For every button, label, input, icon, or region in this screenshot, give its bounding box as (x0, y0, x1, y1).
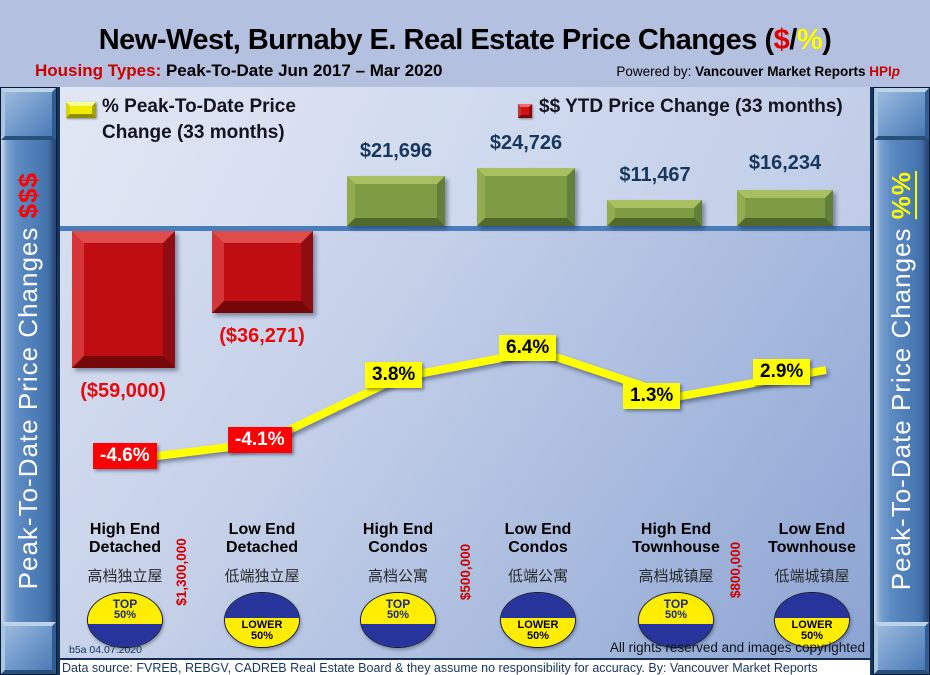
percent-point-label: -4.1% (228, 427, 292, 453)
percent-point-label: 6.4% (499, 335, 557, 361)
left-sidebar-corner-bottom (1, 622, 56, 674)
legend-percent-line1: % Peak-To-Date Price (102, 96, 296, 117)
category-label: High End Townhouse (632, 521, 720, 557)
category-label: Low End Townhouse (768, 521, 856, 557)
plot-area: % Peak-To-Date Price Change (33 months) $… (57, 87, 873, 675)
bar-value-label: ($36,271) (219, 325, 305, 347)
legend-percent-line2: Change (33 months) (102, 121, 285, 143)
badge-line1: TOP (112, 596, 138, 611)
category-label: Low End Detached (225, 521, 299, 557)
powered-by-text: Powered by: (616, 64, 696, 79)
title-dollar-symbol: $ (773, 24, 790, 56)
plot-left-border (57, 87, 60, 675)
left-sidebar: Peak-To-Date Price Changes $$$ (0, 87, 57, 675)
powered-hpi: HPI (869, 64, 892, 79)
bar-value-label: $11,467 (619, 164, 691, 186)
legend-dollar-label: $$ YTD Price Change (33 months) (539, 96, 843, 117)
percent-point-label: 3.8% (365, 362, 423, 388)
subtitle-label: Housing Types: (35, 61, 162, 80)
category-label-zh: 低端城镇屋 (774, 567, 850, 585)
price-marker-townhouse: $800,000 (728, 541, 743, 599)
legend-percent-swatch (66, 102, 96, 118)
badge-line2: 50% (800, 630, 824, 643)
title-text: New-West, Burnaby E. Real Estate Price C… (98, 24, 774, 56)
bar-high-end-townhouse (607, 200, 702, 226)
badge-line1: LOWER (517, 618, 559, 631)
right-sidebar-text: Peak-To-Date Price Changes (886, 219, 916, 591)
category-low-end-detached: Low End Detached 低端独立屋 LOWER 50% (197, 521, 327, 648)
badge-line2: 50% (386, 609, 410, 622)
badge-line2: 50% (250, 630, 274, 643)
badge-line1: LOWER (241, 618, 283, 631)
badge-line1: LOWER (791, 618, 833, 631)
category-high-end-detached: High End Detached 高档独立屋 TOP 50% (60, 521, 190, 648)
bar-low-end-townhouse (737, 190, 833, 226)
badge-line1: TOP (385, 596, 411, 611)
legend-dollar-swatch (518, 104, 532, 118)
percent-point-label: 1.3% (623, 383, 681, 409)
legend-percent-label: % Peak-To-Date Price Change (33 months) (102, 94, 352, 145)
badge-lower-50: LOWER 50% (500, 591, 576, 648)
price-marker-detached: $1,300,000 (174, 538, 189, 606)
subtitle: Housing Types: Peak-To-Date Jun 2017 – M… (35, 61, 443, 81)
left-sidebar-text: Peak-To-Date Price Changes (13, 218, 43, 590)
left-sidebar-label: Peak-To-Date Price Changes $$$ (1, 88, 56, 674)
powered-hpi-p: p (891, 64, 900, 79)
category-label: Low End Condos (504, 521, 572, 557)
zero-axis-line (57, 226, 873, 231)
percent-point-label: -4.6% (93, 443, 157, 469)
category-label-zh: 高档公寓 (367, 567, 428, 585)
subtitle-range: Peak-To-Date Jun 2017 – Mar 2020 (161, 61, 443, 80)
category-label-zh: 低端独立屋 (224, 567, 300, 585)
right-sidebar-corner-top (874, 88, 929, 140)
footer-rights: All rights reserved and images copyright… (609, 640, 865, 655)
bar-value-label: $16,234 (748, 152, 822, 174)
category-low-end-townhouse: Low End Townhouse 低端城镇屋 LOWER 50% (747, 521, 877, 648)
right-sidebar: Peak-To-Date Price Changes %% (873, 87, 930, 675)
title-slash: / (789, 24, 797, 56)
bar-value-label: $21,696 (359, 140, 433, 162)
badge-line1: TOP (663, 596, 689, 611)
category-label-zh: 高档独立屋 (87, 567, 163, 585)
badge-lower-50: LOWER 50% (224, 591, 300, 648)
category-label-zh: 低端公寓 (507, 567, 568, 585)
bar-high-end-detached (72, 231, 175, 368)
powered-by: Powered by: Vancouver Market Reports HPI… (616, 64, 900, 79)
bar-low-end-condos (477, 168, 575, 226)
footer-source: Data source: FVREB, REBGV, CADREB Real E… (57, 658, 873, 675)
page-title: New-West, Burnaby E. Real Estate Price C… (40, 24, 890, 57)
badge-line2: 50% (664, 609, 688, 622)
plot-right-border (870, 87, 873, 675)
badge-top-50: TOP 50% (87, 591, 163, 648)
badge-line2: 50% (526, 630, 550, 643)
bar-value-label: ($59,000) (80, 380, 166, 402)
percent-point-label: 2.9% (753, 359, 811, 385)
dollar-symbols: $$$ (13, 172, 43, 219)
right-sidebar-corner-bottom (874, 622, 929, 674)
bar-value-label: $24,726 (489, 132, 563, 154)
category-high-end-townhouse: High End Townhouse 高档城镇屋 TOP 50% (611, 521, 741, 648)
category-label-zh: 高档城镇屋 (638, 567, 714, 585)
badge-top-50: TOP 50% (638, 591, 714, 648)
footer-stamp: b5a 04.07.2020 (69, 644, 142, 656)
percent-symbols: %% (886, 171, 916, 220)
right-sidebar-label: Peak-To-Date Price Changes %% (874, 88, 929, 674)
left-sidebar-corner-top (1, 88, 56, 140)
category-label: High End Detached (88, 521, 162, 557)
price-marker-condos: $500,000 (458, 543, 473, 601)
category-low-end-condos: Low End Condos 低端公寓 LOWER 50% (473, 521, 603, 648)
bar-high-end-condos (347, 176, 445, 226)
category-label: High End Condos (362, 521, 434, 557)
title-percent-symbol: % (796, 24, 823, 56)
bar-low-end-detached (212, 231, 313, 313)
title-close-paren: ) (822, 24, 832, 56)
badge-line2: 50% (113, 609, 137, 622)
badge-lower-50: LOWER 50% (774, 591, 850, 648)
powered-brand: Vancouver Market Reports (695, 64, 870, 79)
badge-top-50: TOP 50% (360, 591, 436, 648)
category-high-end-condos: High End Condos 高档公寓 TOP 50% (333, 521, 463, 648)
